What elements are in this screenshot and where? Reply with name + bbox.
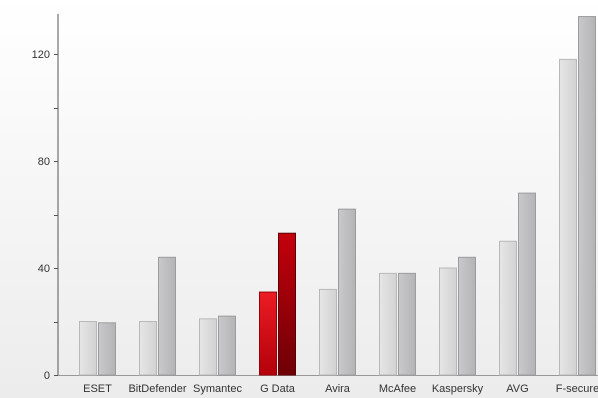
bar-series-1-symantec	[199, 318, 217, 376]
bar-series-1-mcafee	[379, 272, 397, 376]
bar-series-2-f-secure	[578, 16, 596, 376]
bar-series-1-f-secure	[559, 58, 577, 376]
bar-layer	[79, 16, 596, 376]
y-tick-label: 120	[32, 49, 50, 61]
x-category-label: Symantec	[193, 383, 242, 395]
x-category-label: G Data	[260, 383, 296, 395]
x-category-label: Kaspersky	[432, 383, 484, 395]
y-tick-label: 80	[38, 156, 50, 168]
y-tick-label: 40	[38, 263, 50, 275]
bar-series-1-kaspersky	[439, 267, 457, 376]
label-layer: 0 40 80 120 ESET BitDefender Symantec G Data Avi…	[32, 49, 598, 395]
x-category-label: BitDefender	[128, 383, 186, 395]
x-category-label: F-secure	[556, 383, 598, 395]
x-category-label: ESET	[83, 383, 112, 395]
bar-series-2-g-data	[278, 232, 296, 376]
x-category-label: Avira	[325, 383, 351, 395]
bar-series-2-avg	[518, 192, 536, 376]
x-category-label: McAfee	[379, 383, 416, 395]
bar-series-1-avg	[499, 240, 517, 376]
x-category-label: AVG	[506, 383, 528, 395]
bar-series-1-bitdefender	[139, 321, 157, 376]
bar-series-1-eset	[79, 321, 97, 376]
bar-series-2-bitdefender	[158, 256, 176, 376]
y-tick-label: 0	[44, 370, 50, 382]
bar-series-1-avira	[319, 288, 337, 376]
bar-series-2-avira	[338, 208, 356, 376]
bar-series-1-g-data	[259, 291, 277, 376]
bar-series-2-eset	[98, 322, 116, 376]
bar-series-2-symantec	[218, 315, 236, 376]
bar-series-2-mcafee	[398, 272, 416, 376]
bar-series-2-kaspersky	[458, 256, 476, 376]
